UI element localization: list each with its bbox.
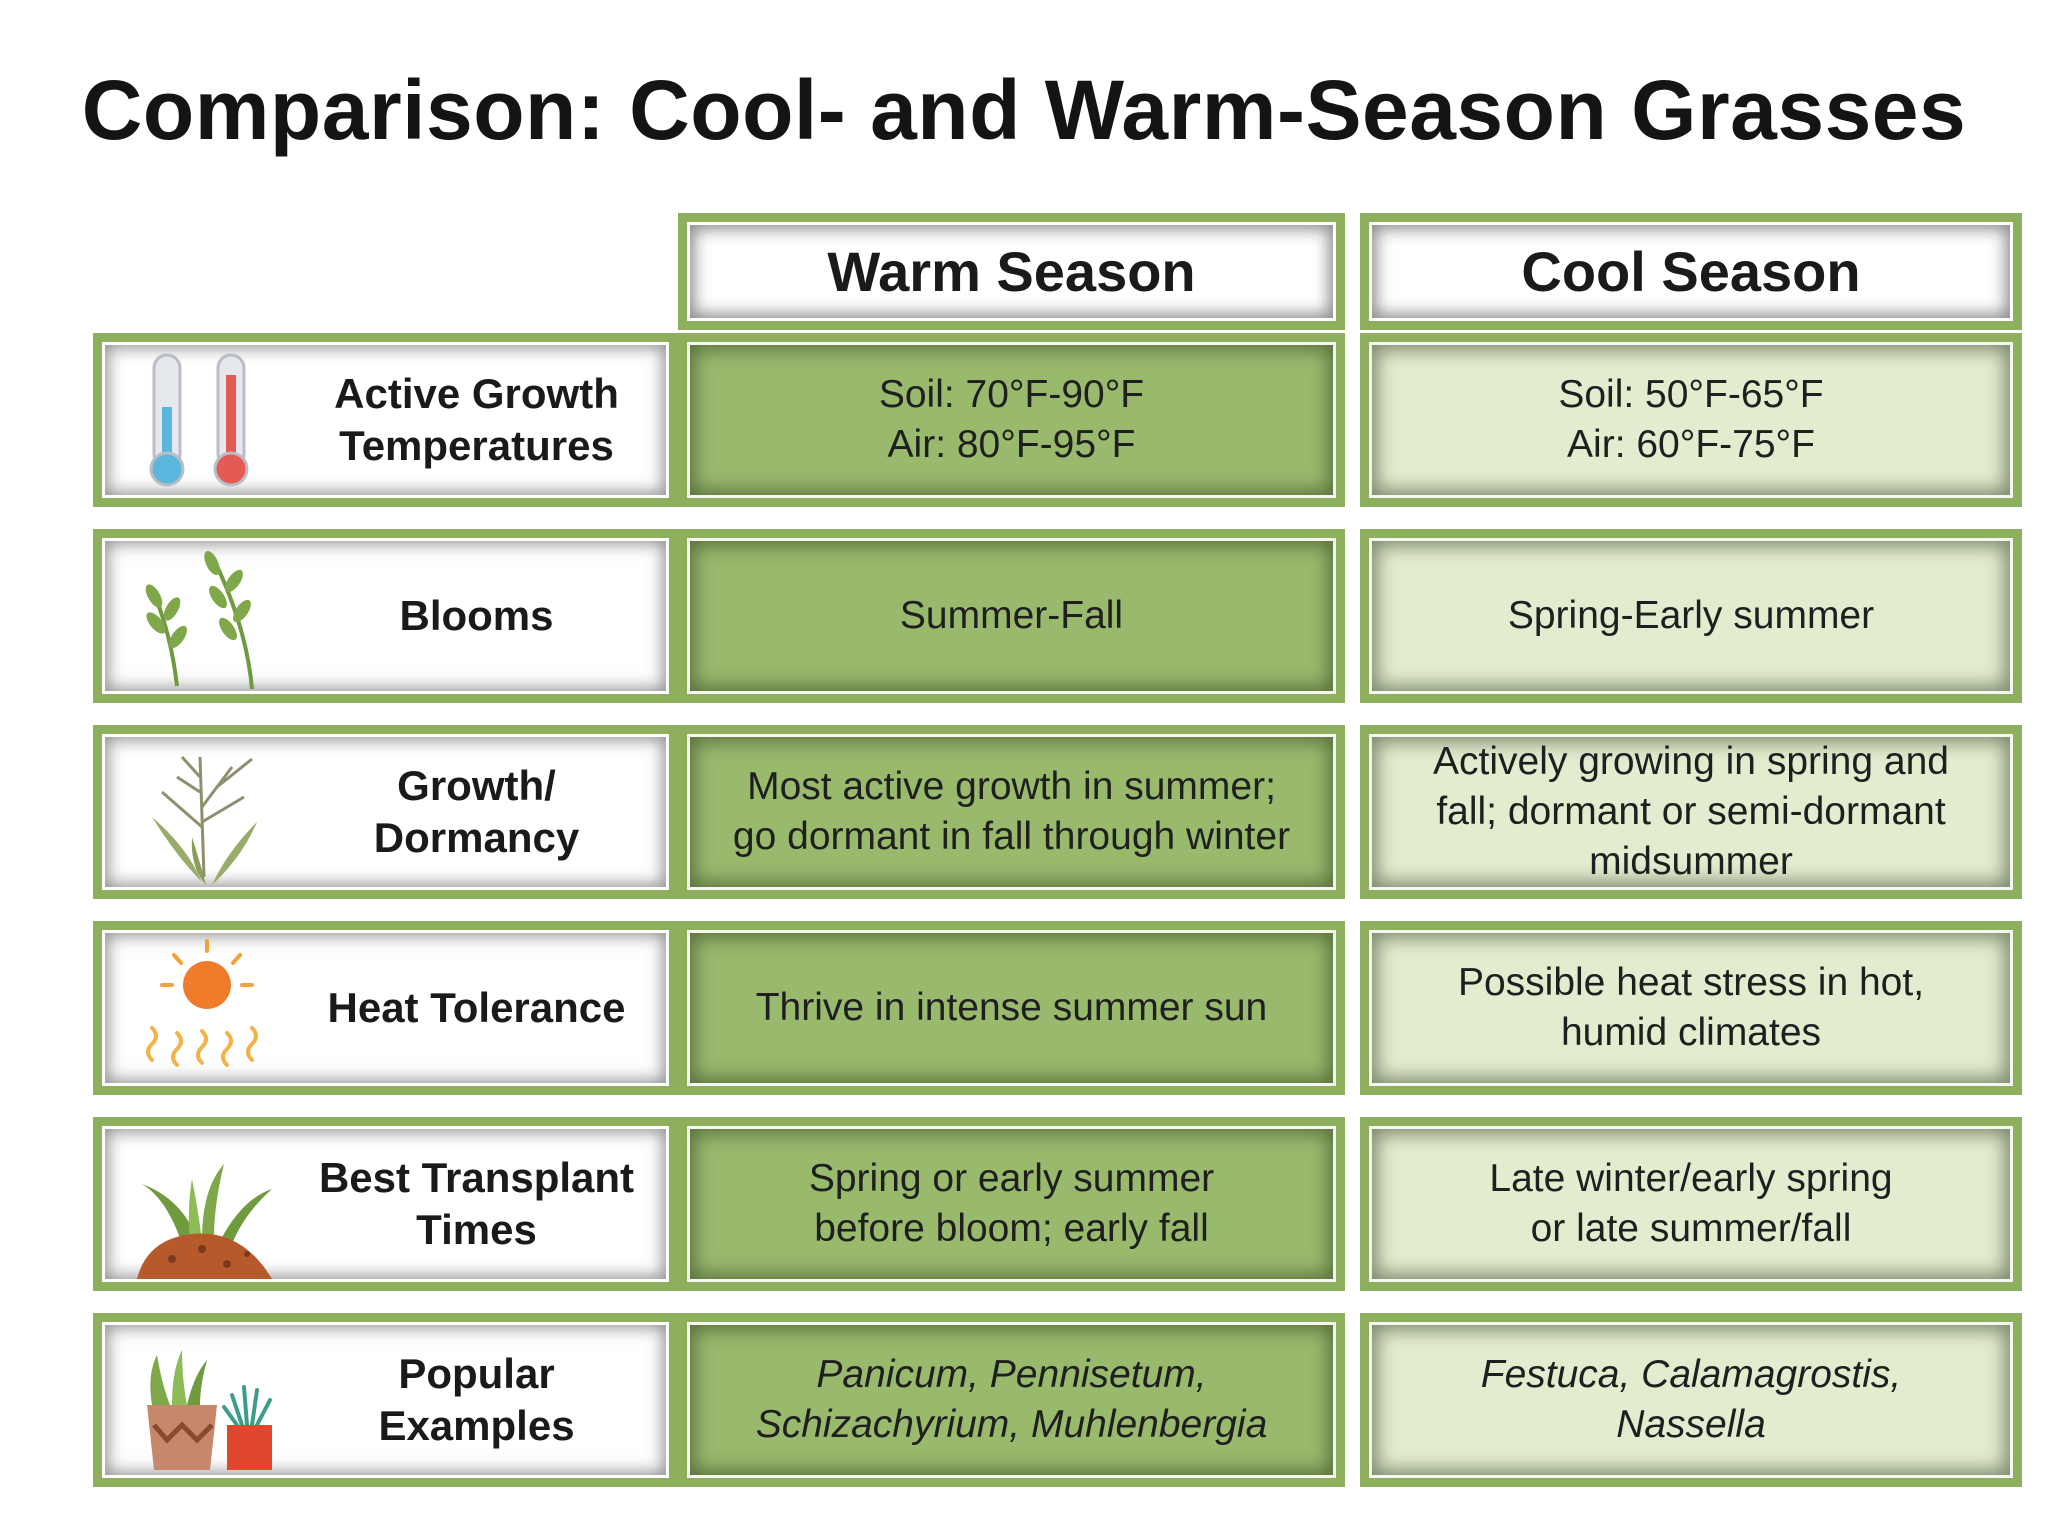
text-line: Late winter/early spring bbox=[1489, 1157, 1893, 1200]
text-line: Thrive in intense summer sun bbox=[755, 986, 1268, 1029]
page-title: Comparison: Cool- and Warm-Season Grasse… bbox=[81, 63, 1967, 157]
text-line: Dormancy bbox=[373, 814, 580, 861]
cool-season-value: Soil: 50°F-65°F Air: 60°F-75°F bbox=[1540, 370, 1841, 470]
text-line: Spring-Early summer bbox=[1507, 594, 1875, 637]
row-label: Blooms bbox=[292, 538, 661, 694]
warm-season-value: Panicum, Pennisetum, Schizachyrium, Muhle… bbox=[738, 1350, 1286, 1450]
text-line: go dormant in fall through winter bbox=[732, 815, 1291, 858]
cool-season-value: Actively growing in spring and fall; dorm… bbox=[1415, 737, 1967, 887]
row-label: Best Transplant Times bbox=[292, 1126, 661, 1282]
text-line: Possible heat stress in hot, bbox=[1457, 961, 1925, 1004]
text-line: Temperatures bbox=[339, 422, 614, 469]
row-heat-tolerance-warm-cell: Thrive in intense summer sun bbox=[678, 921, 1345, 1095]
text-line: Actively growing in spring and bbox=[1433, 740, 1949, 783]
text-line: before bloom; early fall bbox=[814, 1207, 1209, 1250]
row-label: Active Growth Temperatures bbox=[292, 342, 661, 498]
cool-season-value: Possible heat stress in hot, humid climat… bbox=[1440, 958, 1942, 1058]
text-line: Soil: 50°F-65°F bbox=[1558, 373, 1824, 416]
text-line: Air: 60°F-75°F bbox=[1567, 423, 1815, 466]
text-line: humid climates bbox=[1560, 1011, 1822, 1054]
row-blooms-cool-cell: Spring-Early summer bbox=[1360, 529, 2022, 703]
potted-grasses-icon bbox=[132, 1325, 282, 1475]
text-line: midsummer bbox=[1589, 840, 1793, 883]
text-line: Growth/ bbox=[397, 762, 556, 809]
row-active-growth-temperatures-cool-cell: Soil: 50°F-65°F Air: 60°F-75°F bbox=[1360, 333, 2022, 507]
text-line: Soil: 70°F-90°F bbox=[878, 373, 1145, 416]
row-heat-tolerance-cool-cell: Possible heat stress in hot, humid climat… bbox=[1360, 921, 2022, 1095]
cool-season-value: Late winter/early spring or late summer/f… bbox=[1471, 1154, 1910, 1254]
row-growth-dormancy-label-cell: Growth/Dormancy bbox=[93, 725, 678, 899]
text-line: or late summer/fall bbox=[1530, 1207, 1852, 1250]
header-cool-label: Cool Season bbox=[1521, 240, 1861, 303]
row-label: Popular Examples bbox=[292, 1322, 661, 1478]
text-line: Most active growth in summer; bbox=[747, 765, 1276, 808]
warm-season-value: Spring or early summer before bloom; earl… bbox=[791, 1154, 1232, 1254]
transplant-icon bbox=[132, 1129, 282, 1279]
warm-season-value: Thrive in intense summer sun bbox=[738, 983, 1286, 1033]
row-best-transplant-times-cool-cell: Late winter/early spring or late summer/f… bbox=[1360, 1117, 2022, 1291]
row-blooms-warm-cell: Summer-Fall bbox=[678, 529, 1345, 703]
blooming-stems-icon bbox=[132, 541, 282, 691]
row-best-transplant-times-label-cell: Best Transplant Times bbox=[93, 1117, 678, 1291]
text-line: Examples bbox=[378, 1402, 575, 1449]
header-cool-season: Cool Season bbox=[1360, 213, 2022, 330]
header-warm-label: Warm Season bbox=[827, 240, 1196, 303]
text-line: Heat Tolerance bbox=[327, 984, 626, 1031]
row-active-growth-temperatures-label-cell: Active Growth Temperatures bbox=[93, 333, 678, 507]
cool-season-value: Spring-Early summer bbox=[1490, 591, 1892, 641]
text-line: Summer-Fall bbox=[899, 594, 1124, 637]
row-growth-dormancy-warm-cell: Most active growth in summer; go dormant … bbox=[678, 725, 1345, 899]
text-line: Air: 80°F-95°F bbox=[887, 423, 1136, 466]
row-heat-tolerance-label-cell: Heat Tolerance bbox=[93, 921, 678, 1095]
text-line: Best Transplant bbox=[318, 1154, 635, 1201]
warm-season-value: Summer-Fall bbox=[882, 591, 1141, 641]
row-popular-examples-cool-cell: Festuca, Calamagrostis, Nassella bbox=[1360, 1313, 2022, 1487]
sun-heat-icon bbox=[132, 933, 282, 1083]
cool-season-value: Festuca, Calamagrostis, Nassella bbox=[1463, 1350, 1920, 1450]
row-blooms-label-cell: Blooms bbox=[93, 529, 678, 703]
warm-season-value: Most active growth in summer; go dormant … bbox=[715, 762, 1308, 862]
row-label: Growth/Dormancy bbox=[292, 734, 661, 890]
text-line: Spring or early summer bbox=[808, 1157, 1215, 1200]
thermometers-icon bbox=[132, 345, 282, 495]
text-line: Nassella bbox=[1616, 1403, 1766, 1446]
text-line: Popular bbox=[398, 1350, 555, 1397]
grass-plant-icon bbox=[132, 737, 282, 887]
row-label: Heat Tolerance bbox=[292, 930, 661, 1086]
row-best-transplant-times-warm-cell: Spring or early summer before bloom; earl… bbox=[678, 1117, 1345, 1291]
text-line: Active Growth bbox=[334, 370, 619, 417]
text-line: Times bbox=[416, 1206, 537, 1253]
row-popular-examples-label-cell: Popular Examples bbox=[93, 1313, 678, 1487]
text-line: Blooms bbox=[399, 592, 554, 639]
row-active-growth-temperatures-warm-cell: Soil: 70°F-90°F Air: 80°F-95°F bbox=[678, 333, 1345, 507]
text-line: fall; dormant or semi-dormant bbox=[1436, 790, 1946, 833]
text-line: Panicum, Pennisetum, bbox=[816, 1353, 1207, 1396]
text-line: Schizachyrium, Muhlenbergia bbox=[755, 1403, 1268, 1446]
row-popular-examples-warm-cell: Panicum, Pennisetum, Schizachyrium, Muhle… bbox=[678, 1313, 1345, 1487]
warm-season-value: Soil: 70°F-90°F Air: 80°F-95°F bbox=[861, 370, 1162, 470]
row-growth-dormancy-cool-cell: Actively growing in spring and fall; dorm… bbox=[1360, 725, 2022, 899]
text-line: Festuca, Calamagrostis, bbox=[1480, 1353, 1902, 1396]
header-warm-season: Warm Season bbox=[678, 213, 1345, 330]
